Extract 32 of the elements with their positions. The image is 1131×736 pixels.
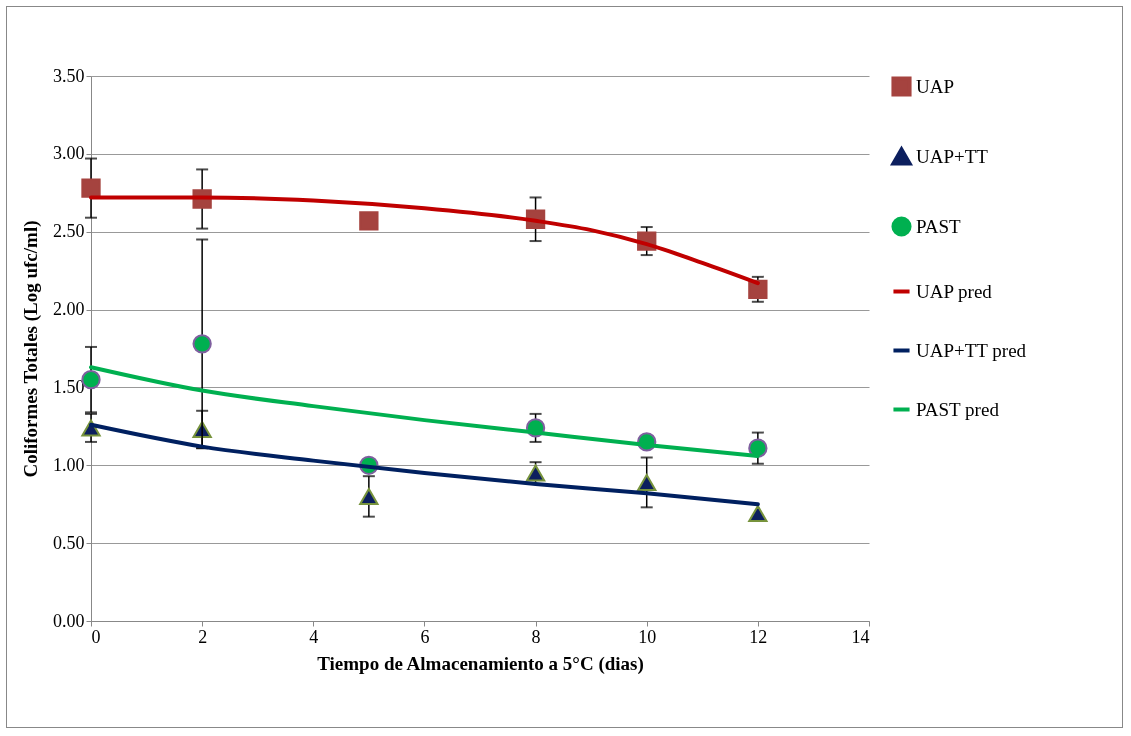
- legend-label: PAST pred: [916, 398, 1000, 420]
- x-tick-label: 8: [531, 626, 541, 647]
- x-tick-label: 14: [851, 626, 870, 647]
- x-tick-label: 12: [749, 626, 768, 647]
- point: [748, 279, 768, 299]
- x-axis-title: Tiempo de Almacenamiento a 5°C (dias): [317, 652, 644, 675]
- point: [81, 178, 101, 198]
- legend-label: UAP pred: [916, 280, 993, 302]
- x-tick-label: 0: [91, 626, 101, 647]
- y-tick-label: 1.50: [53, 376, 85, 397]
- x-tick-label: 6: [420, 626, 430, 647]
- y-tick-label: 0.00: [53, 610, 85, 631]
- y-tick-label: 3.50: [53, 65, 85, 86]
- legend-label: PAST: [916, 215, 962, 237]
- y-tick-label: 1.00: [53, 454, 85, 475]
- y-tick-label: 0.50: [53, 532, 85, 553]
- y-tick-label: 2.00: [53, 299, 85, 320]
- point: [192, 334, 212, 354]
- point: [637, 473, 657, 491]
- y-tick-label: 3.00: [53, 143, 85, 164]
- point: [359, 211, 379, 231]
- x-tick-label: 2: [198, 626, 208, 647]
- x-tick-label: 10: [638, 626, 657, 647]
- x-tick-label: 4: [309, 626, 319, 647]
- legend-label: UAP+TT pred: [916, 339, 1027, 361]
- y-tick-label: 2.50: [53, 221, 85, 242]
- point: [525, 464, 546, 482]
- y-axis-title: Coliformes Totales (Log ufc/ml): [20, 220, 42, 478]
- point: [748, 505, 768, 523]
- legend-label: UAP+TT: [916, 145, 989, 167]
- legend-label: UAP: [916, 75, 955, 97]
- point: [359, 487, 379, 505]
